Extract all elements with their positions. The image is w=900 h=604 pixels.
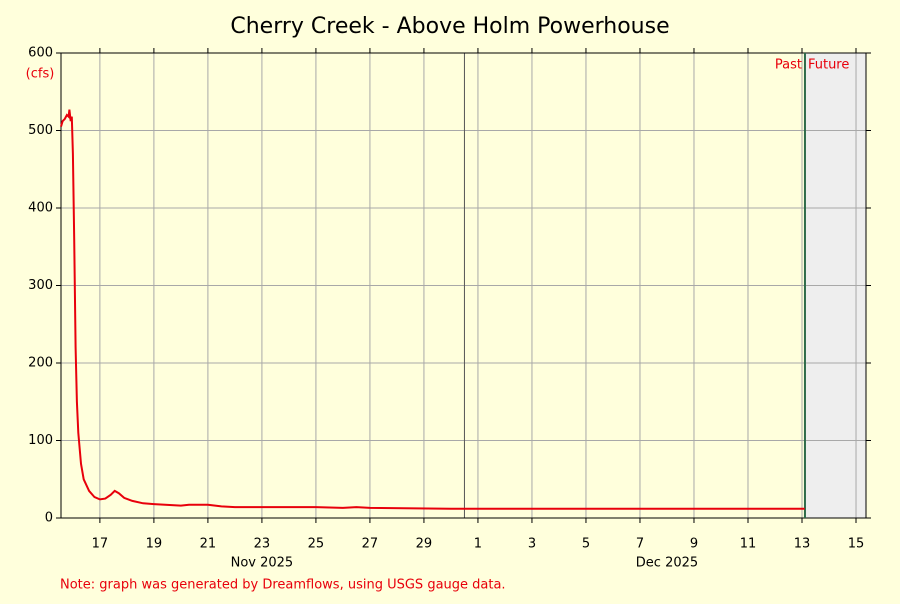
y-tick-label: 0 xyxy=(45,511,53,526)
month-label: Dec 2025 xyxy=(636,556,698,571)
x-tick-label: 3 xyxy=(528,537,536,552)
flow-line xyxy=(60,109,805,510)
x-tick-label: 9 xyxy=(690,537,698,552)
y-tick-label: 300 xyxy=(28,278,53,293)
x-tick-label: 13 xyxy=(794,537,811,552)
future-label: Future xyxy=(808,58,849,73)
y-tick-label: 500 xyxy=(28,123,53,138)
x-tick-label: 5 xyxy=(582,537,590,552)
chart-title: Cherry Creek - Above Holm Powerhouse xyxy=(230,14,669,39)
note: Note: graph was generated by Dreamflows,… xyxy=(60,578,506,593)
x-tick-label: 27 xyxy=(362,537,379,552)
y-tick-label: 600 xyxy=(28,46,53,61)
x-tick-label: 29 xyxy=(416,537,433,552)
x-tick-label: 11 xyxy=(740,537,757,552)
y-tick-label: 400 xyxy=(28,201,53,216)
x-tick-label: 19 xyxy=(146,537,163,552)
x-tick-label: 21 xyxy=(200,537,217,552)
past-label: Past xyxy=(775,58,802,73)
x-tick-label: 1 xyxy=(474,537,482,552)
y-tick-label: 100 xyxy=(28,433,53,448)
x-tick-label: 7 xyxy=(636,537,644,552)
y-tick-label: 200 xyxy=(28,356,53,371)
plot-frame xyxy=(60,52,867,519)
x-tick-label: 25 xyxy=(308,537,325,552)
x-tick-label: 23 xyxy=(254,537,271,552)
x-tick-label: 17 xyxy=(92,537,109,552)
y-axis-label: (cfs) xyxy=(26,67,55,82)
month-label: Nov 2025 xyxy=(231,556,294,571)
x-tick-label: 15 xyxy=(848,537,865,552)
